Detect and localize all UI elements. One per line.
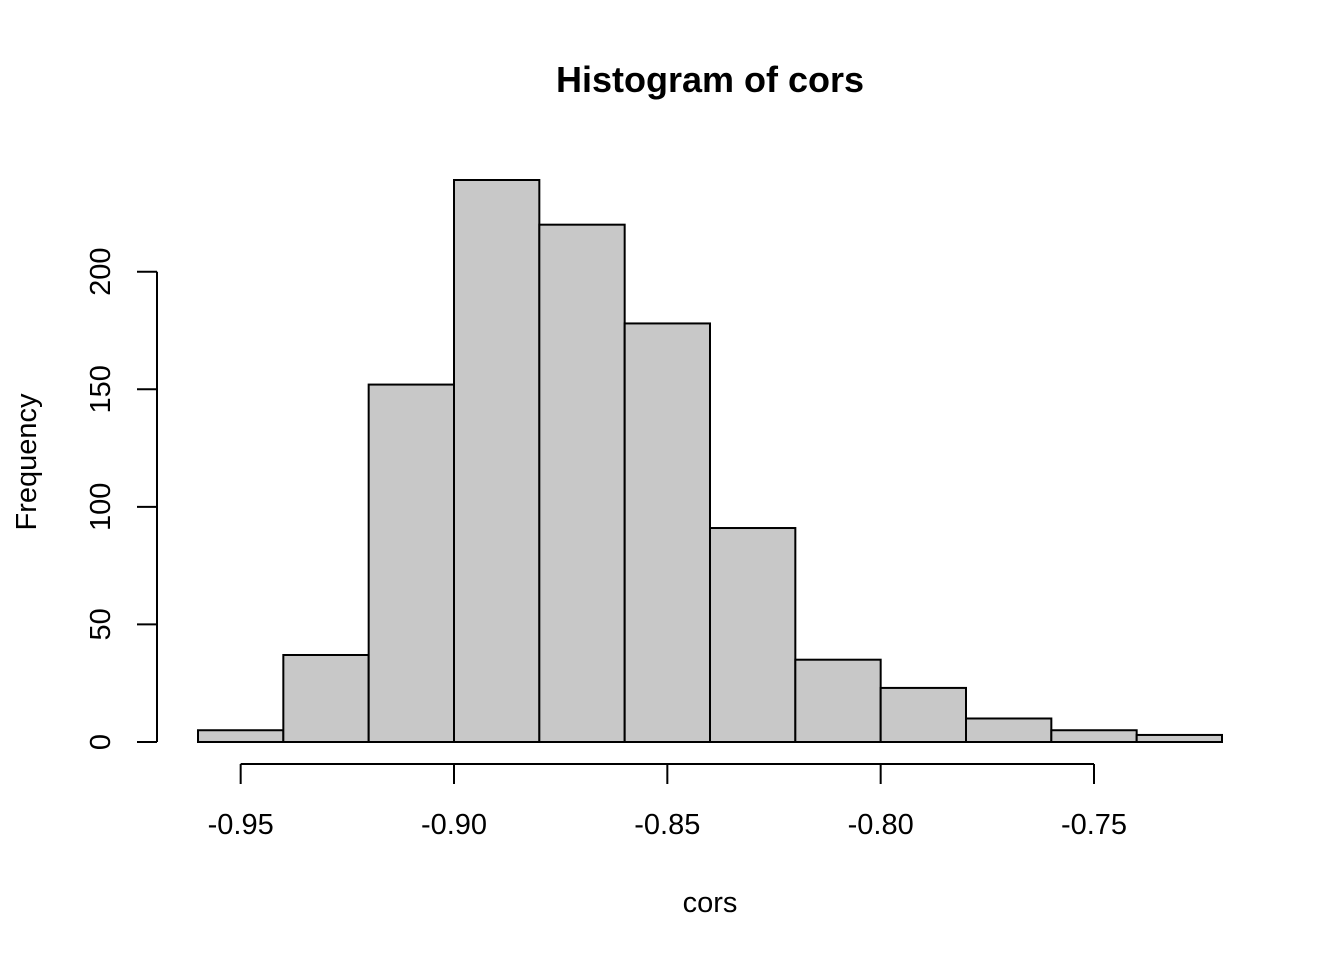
y-tick-label: 100 <box>85 483 117 531</box>
x-tick-label: -0.80 <box>848 809 914 841</box>
x-axis: -0.95 -0.90 -0.85 -0.80 -0.75 <box>208 763 1127 841</box>
histogram-bar <box>367 383 455 743</box>
histogram-bar <box>879 686 968 744</box>
x-axis-label: cors <box>683 887 738 919</box>
x-tick-label: -0.90 <box>421 809 487 841</box>
y-tick-label: 50 <box>85 608 117 640</box>
histogram-bar <box>794 658 882 743</box>
x-tick-label: -0.95 <box>208 809 274 841</box>
y-axis: 0 50 100 150 200 <box>85 248 158 750</box>
histogram-bar <box>1135 733 1223 744</box>
x-tick-label: -0.85 <box>634 809 700 841</box>
histogram-bar <box>709 527 797 743</box>
histogram-bar <box>538 223 626 744</box>
y-axis-label: Frequency <box>11 393 43 531</box>
y-tick-label: 0 <box>85 734 117 750</box>
histogram-bar <box>282 653 370 743</box>
y-tick-label: 150 <box>85 365 117 413</box>
histogram-bar <box>1050 729 1138 743</box>
y-tick-label: 200 <box>85 248 117 296</box>
histogram-bar <box>965 717 1053 743</box>
histogram-bar <box>453 179 541 743</box>
bars-group <box>197 179 1223 744</box>
x-tick-label: -0.75 <box>1061 809 1127 841</box>
histogram-bar <box>623 322 712 743</box>
chart-title: Histogram of cors <box>556 59 864 100</box>
histogram-bar <box>197 729 285 743</box>
